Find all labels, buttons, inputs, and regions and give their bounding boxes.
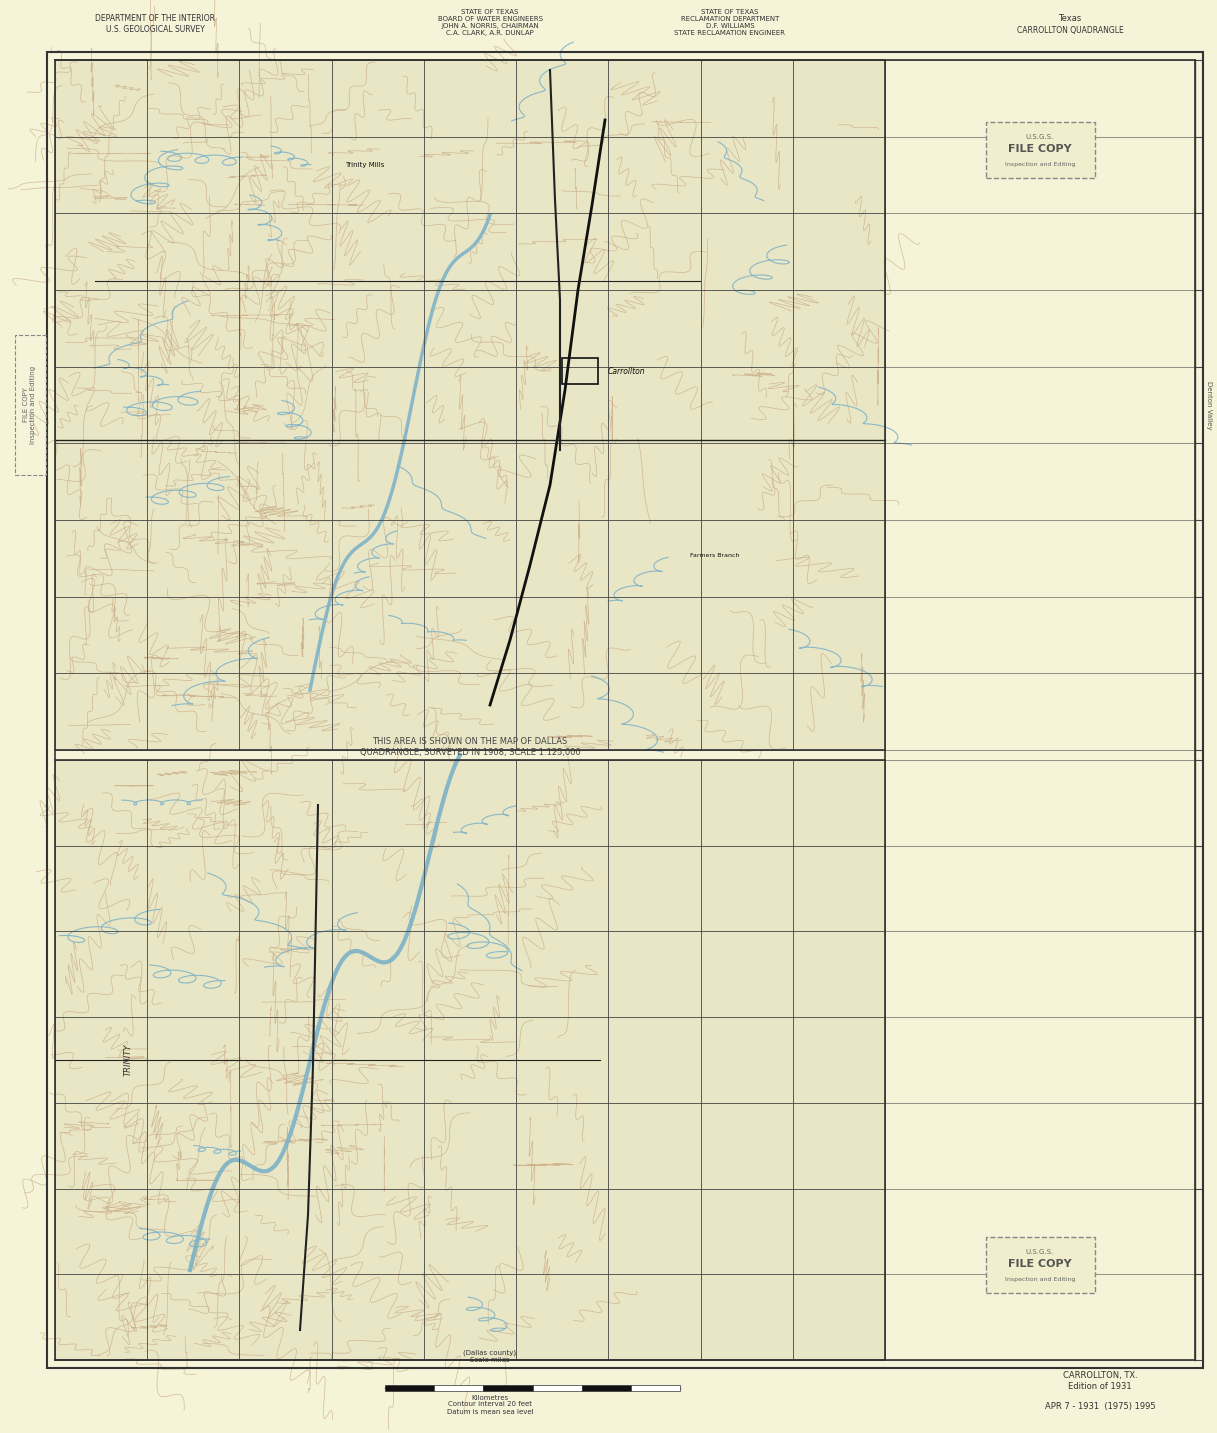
Text: U.S.G.S.: U.S.G.S. xyxy=(1026,135,1054,140)
Text: Carrollton: Carrollton xyxy=(608,367,646,375)
Bar xyxy=(55,60,885,749)
Text: STATE OF TEXAS
BOARD OF WATER ENGINEERS
JOHN A. NORRIS, CHAIRMAN
C.A. CLARK, A.R: STATE OF TEXAS BOARD OF WATER ENGINEERS … xyxy=(437,9,543,36)
Text: Texas: Texas xyxy=(1059,13,1082,23)
FancyBboxPatch shape xyxy=(986,1237,1094,1293)
Bar xyxy=(483,1386,533,1391)
Text: TRINITY: TRINITY xyxy=(123,1043,133,1076)
Text: Inspection and Editing: Inspection and Editing xyxy=(1005,162,1075,166)
Bar xyxy=(385,1386,434,1391)
Bar xyxy=(55,759,885,1360)
Text: Kilometres: Kilometres xyxy=(471,1394,509,1401)
Text: DEPARTMENT OF THE INTERIOR
U.S. GEOLOGICAL SURVEY: DEPARTMENT OF THE INTERIOR U.S. GEOLOGIC… xyxy=(95,14,215,34)
Bar xyxy=(533,1386,582,1391)
Bar xyxy=(562,358,598,384)
Text: Denton Valley: Denton Valley xyxy=(1206,381,1212,430)
Text: (Dallas county)
Scale miles: (Dallas county) Scale miles xyxy=(464,1350,516,1363)
Text: STATE OF TEXAS
RECLAMATION DEPARTMENT
D.F. WILLIAMS
STATE RECLAMATION ENGINEER: STATE OF TEXAS RECLAMATION DEPARTMENT D.… xyxy=(674,9,785,36)
Text: APR 7 - 1931  (1975) 1995: APR 7 - 1931 (1975) 1995 xyxy=(1044,1401,1155,1412)
Text: Contour interval 20 feet
Datum is mean sea level: Contour interval 20 feet Datum is mean s… xyxy=(447,1401,533,1414)
Text: FILE COPY: FILE COPY xyxy=(1008,1260,1072,1270)
Text: THIS AREA IS SHOWN ON THE MAP OF DALLAS
QUADRANGLE, SURVEYED IN 1908, SCALE 1:12: THIS AREA IS SHOWN ON THE MAP OF DALLAS … xyxy=(360,738,581,757)
Text: Trinity Mills: Trinity Mills xyxy=(346,162,385,168)
Text: FILE COPY: FILE COPY xyxy=(1008,143,1072,153)
Text: Inspection and Editing: Inspection and Editing xyxy=(1005,1277,1075,1281)
FancyBboxPatch shape xyxy=(986,122,1094,178)
Bar xyxy=(630,1386,680,1391)
Bar xyxy=(582,1386,630,1391)
Text: Farmers Branch: Farmers Branch xyxy=(690,553,740,557)
Text: U.S.G.S.: U.S.G.S. xyxy=(1026,1250,1054,1255)
Text: FILE COPY
Inspection and Editing: FILE COPY Inspection and Editing xyxy=(23,365,37,444)
Text: CARROLLTON, TX.
Edition of 1931: CARROLLTON, TX. Edition of 1931 xyxy=(1062,1371,1138,1390)
Bar xyxy=(434,1386,483,1391)
Text: CARROLLTON QUADRANGLE: CARROLLTON QUADRANGLE xyxy=(1016,26,1123,34)
Bar xyxy=(885,60,1195,1360)
